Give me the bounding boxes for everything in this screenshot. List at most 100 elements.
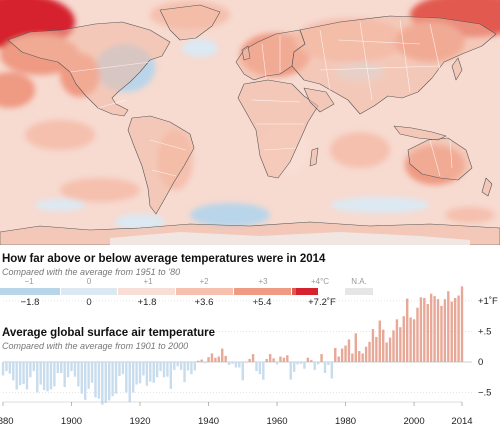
chart-bar xyxy=(183,362,186,383)
chart-bar xyxy=(251,354,255,362)
chart-bar xyxy=(440,305,443,362)
chart-bar xyxy=(406,298,409,362)
chart-bar xyxy=(323,362,327,373)
greenland xyxy=(159,4,221,41)
chart-bar xyxy=(131,362,135,393)
chart-bar xyxy=(241,362,244,381)
chart-bar xyxy=(238,362,241,368)
chart-bar xyxy=(296,362,299,365)
chart-y-tick-label: −.5 xyxy=(478,388,491,399)
chart-bar xyxy=(248,358,251,362)
chart-bar xyxy=(310,360,313,362)
chart-bar xyxy=(101,362,104,405)
chart-bar xyxy=(262,362,265,380)
east-pacific-warm xyxy=(25,120,95,150)
legend-swatch xyxy=(176,288,233,295)
legend-celsius-label: +4°C xyxy=(310,277,330,286)
chart-bar xyxy=(190,362,193,375)
chart-x-tick-label: 1920 xyxy=(129,416,150,427)
chart-bar xyxy=(94,362,97,398)
chart-bar xyxy=(152,362,155,383)
chart-bar xyxy=(70,362,73,372)
chart-bar xyxy=(457,295,460,362)
chart-bar xyxy=(97,362,101,399)
chart-bar xyxy=(135,362,138,385)
south-america xyxy=(127,115,195,215)
chart-bar xyxy=(121,362,125,375)
chart-bar xyxy=(337,356,340,362)
legend-celsius-label: +2 xyxy=(199,277,209,286)
chart-bar xyxy=(36,362,39,393)
chart-bar xyxy=(29,362,32,378)
chart-x-tick-label: 1940 xyxy=(198,416,219,427)
chart-x-tick-label: 1880 xyxy=(0,416,14,427)
legend-celsius-label: N.A. xyxy=(351,277,367,286)
chart-bar xyxy=(56,362,60,373)
chart-bar xyxy=(73,362,77,377)
chart-bar xyxy=(207,357,210,362)
chart-bar xyxy=(217,356,220,362)
chart-bar xyxy=(429,293,433,362)
no-data-area xyxy=(110,232,470,245)
chart-bar xyxy=(186,362,190,371)
chart-bar xyxy=(416,307,419,362)
chart-bar xyxy=(145,362,149,386)
chart-bar xyxy=(179,362,183,370)
chart-bar xyxy=(361,353,364,362)
chart-x-tick-label: 1980 xyxy=(335,416,356,427)
chart-bar xyxy=(286,355,289,362)
madagascar xyxy=(309,147,319,167)
chart-bar xyxy=(231,362,234,364)
chart-bar xyxy=(166,362,169,377)
chart-bar xyxy=(388,337,392,362)
chart-y-tick-label: +.5 xyxy=(478,327,491,338)
chart-bar xyxy=(114,362,118,394)
chart-bar xyxy=(354,333,358,362)
chart-bar xyxy=(214,357,217,362)
chart-bar xyxy=(399,327,402,362)
chart-bar xyxy=(90,362,94,383)
chart-bar xyxy=(351,353,354,362)
atlantic-cold xyxy=(182,39,218,57)
chart-bar xyxy=(419,297,423,362)
chart-bar xyxy=(436,299,440,362)
chart-bar xyxy=(299,362,303,364)
legend-swatch-na xyxy=(345,288,373,295)
japan xyxy=(451,57,463,81)
chart-x-tick-label: 1900 xyxy=(61,416,82,427)
chart-bar xyxy=(173,362,176,370)
chart-bar xyxy=(255,362,258,372)
legend-swatch xyxy=(234,288,291,295)
chart-bar xyxy=(193,362,197,371)
southern-ocean-cold-3 xyxy=(330,197,430,213)
chart-x-tick-label: 1960 xyxy=(266,416,287,427)
southern-ocean-cold-1 xyxy=(190,203,270,227)
chart-bar xyxy=(32,362,36,372)
chart-bar xyxy=(364,346,368,362)
chart-bar xyxy=(22,362,25,384)
chart-bar xyxy=(25,362,29,390)
chart-bar xyxy=(84,362,87,400)
chart-bar xyxy=(282,357,286,362)
chart-bar xyxy=(224,355,227,362)
chart-bar xyxy=(60,362,63,373)
chart-bar xyxy=(169,362,173,389)
legend-swatch xyxy=(0,288,60,295)
chart-bar xyxy=(382,329,385,362)
chart-y-tick-label: 0 xyxy=(478,357,483,368)
chart-bar xyxy=(268,354,272,362)
legend-swatch xyxy=(118,288,175,295)
chart-bar xyxy=(39,362,42,385)
chart-bar xyxy=(378,320,381,362)
chart-bar xyxy=(245,362,248,363)
chart-bar xyxy=(46,362,49,392)
uk xyxy=(241,45,251,61)
chart-bar xyxy=(340,348,344,362)
chart-bar xyxy=(197,360,200,362)
legend-celsius-label: +3 xyxy=(258,277,268,286)
chart-bar xyxy=(412,319,416,362)
chart-bar xyxy=(5,362,8,372)
chart-bar xyxy=(66,362,70,378)
chart-bar xyxy=(87,362,90,389)
chart-bar xyxy=(128,362,131,403)
